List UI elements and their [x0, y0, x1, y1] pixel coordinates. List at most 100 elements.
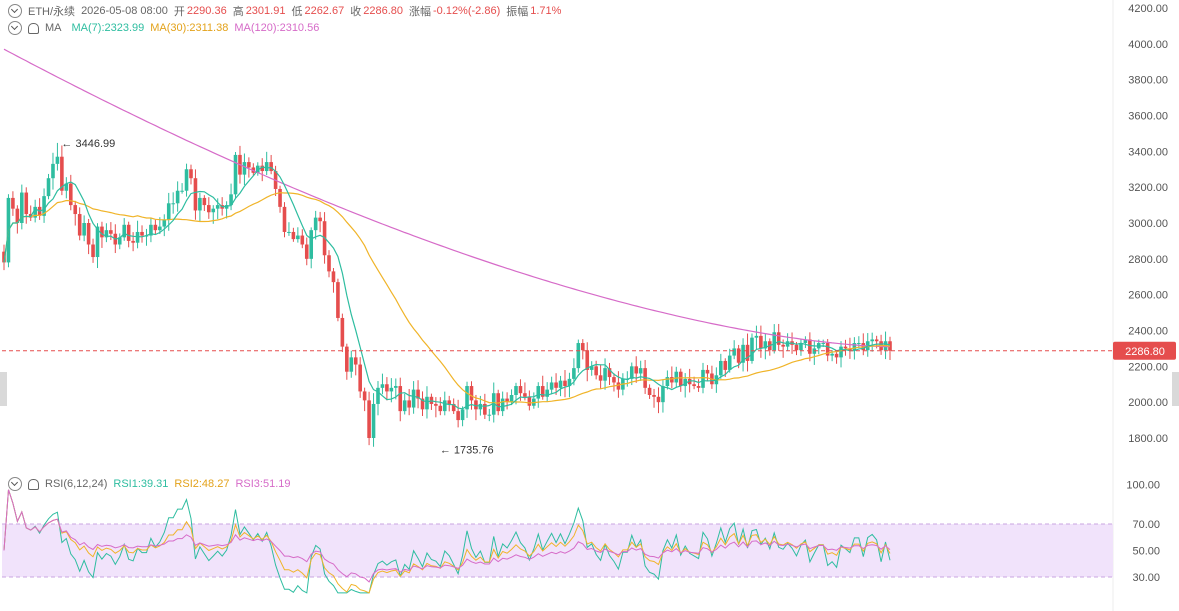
- candle-body: [411, 389, 416, 408]
- candle-body: [131, 240, 135, 243]
- candle-body: [852, 343, 857, 351]
- collapse-chevron-icon[interactable]: [8, 21, 22, 35]
- price-tick-label: 2400.00: [1128, 326, 1168, 338]
- ohlc-header: ETH/永续 2026-05-08 08:00 开 2290.36 高 2301.9…: [8, 3, 567, 19]
- candle-body: [576, 343, 581, 369]
- candle-body: [393, 386, 398, 388]
- candle-body: [647, 387, 652, 395]
- collapse-chevron-icon[interactable]: [8, 477, 22, 491]
- candle-body: [572, 368, 576, 379]
- alert-bell-icon[interactable]: [28, 478, 39, 490]
- price-tick-label: 1800.00: [1128, 433, 1168, 445]
- candle-body: [465, 386, 469, 410]
- candle-body: [808, 339, 812, 354]
- candle-body: [870, 339, 874, 342]
- candle-body: [100, 226, 104, 238]
- candle-body: [64, 183, 69, 191]
- candle-body: [46, 178, 51, 197]
- rsi3-line: [3, 489, 891, 583]
- candle-body: [55, 156, 60, 164]
- candle-body: [589, 366, 594, 370]
- candle-body: [652, 395, 656, 397]
- low-value: 2262.67: [304, 5, 345, 17]
- price-tick-label: 2200.00: [1128, 361, 1168, 373]
- rsi1-value: RSI1:39.31: [113, 478, 169, 490]
- candle-body: [117, 237, 122, 245]
- candle-body: [211, 208, 216, 213]
- candle-body: [536, 386, 541, 399]
- candle-body: [505, 398, 509, 403]
- candle-body: [594, 366, 598, 376]
- price-tick-label: 3400.00: [1128, 146, 1168, 158]
- ma7-line: [3, 166, 891, 410]
- candle-body: [460, 409, 465, 421]
- current-price-label: 2286.80: [1125, 346, 1165, 358]
- rsi-legend: RSI(6,12,24) RSI1:39.31 RSI2:48.27 RSI3:…: [8, 477, 297, 491]
- candle-body: [175, 190, 180, 204]
- ma30-value: MA(30):2311.38: [150, 22, 229, 34]
- candle-body: [683, 378, 687, 387]
- candle-body: [269, 162, 273, 172]
- candle-body: [126, 224, 131, 241]
- candle-body: [514, 386, 518, 395]
- candle-body: [202, 197, 207, 206]
- candle-body: [385, 384, 389, 392]
- candle-body: [398, 386, 403, 412]
- candle-body: [224, 205, 229, 209]
- candle-body: [11, 197, 15, 209]
- candle-body: [171, 203, 175, 205]
- candle-body: [736, 348, 741, 363]
- candle-body: [349, 357, 354, 372]
- price-tick-label: 3600.00: [1128, 111, 1168, 123]
- candle-body: [287, 231, 291, 233]
- candle-body: [304, 244, 309, 259]
- candle-body: [420, 398, 425, 410]
- candle-body: [158, 226, 162, 231]
- candle-body: [549, 382, 554, 390]
- candle-body: [518, 386, 523, 394]
- price-tick-label: 3800.00: [1128, 75, 1168, 87]
- open-value: 2290.36: [186, 5, 227, 17]
- candle-body: [376, 387, 380, 404]
- candle-body: [362, 391, 367, 401]
- candle-body: [233, 154, 238, 195]
- scroll-right-handle[interactable]: [1172, 372, 1179, 406]
- candle-body: [598, 375, 603, 381]
- close-value: 2286.80: [363, 5, 403, 17]
- current-price-tag: [1113, 341, 1176, 360]
- alert-bell-icon[interactable]: [28, 22, 39, 34]
- ma120-line: [3, 48, 890, 348]
- price-tick-label: 2000.00: [1128, 397, 1168, 409]
- ma-name: MA: [45, 22, 62, 34]
- candle-body: [527, 396, 532, 406]
- candle-body: [661, 386, 665, 403]
- candle-body: [367, 400, 371, 438]
- candle-body: [278, 188, 282, 207]
- candle-body: [603, 368, 607, 381]
- candle-body: [162, 219, 167, 227]
- candle-body: [638, 368, 643, 374]
- candle-body: [149, 224, 153, 236]
- candle-body: [215, 205, 220, 209]
- candle-body: [567, 378, 572, 387]
- candle-body: [2, 251, 6, 263]
- candle-body: [696, 386, 701, 388]
- candle-body: [563, 380, 567, 387]
- collapse-chevron-icon[interactable]: [8, 4, 22, 18]
- candle-body: [51, 163, 55, 179]
- candle-body: [140, 231, 144, 236]
- candle-body: [82, 223, 86, 236]
- candle-body: [402, 400, 407, 412]
- candle-body: [759, 335, 763, 349]
- candle-body: [327, 255, 331, 272]
- rsi1-line: [3, 489, 891, 594]
- candle-body: [95, 226, 100, 258]
- candle-body: [425, 396, 429, 410]
- candle-body: [180, 190, 184, 192]
- candle-body: [300, 235, 305, 245]
- candle-body: [776, 332, 781, 345]
- scroll-left-handle[interactable]: [0, 372, 7, 406]
- candle-body: [634, 366, 639, 374]
- candle-body: [803, 339, 808, 344]
